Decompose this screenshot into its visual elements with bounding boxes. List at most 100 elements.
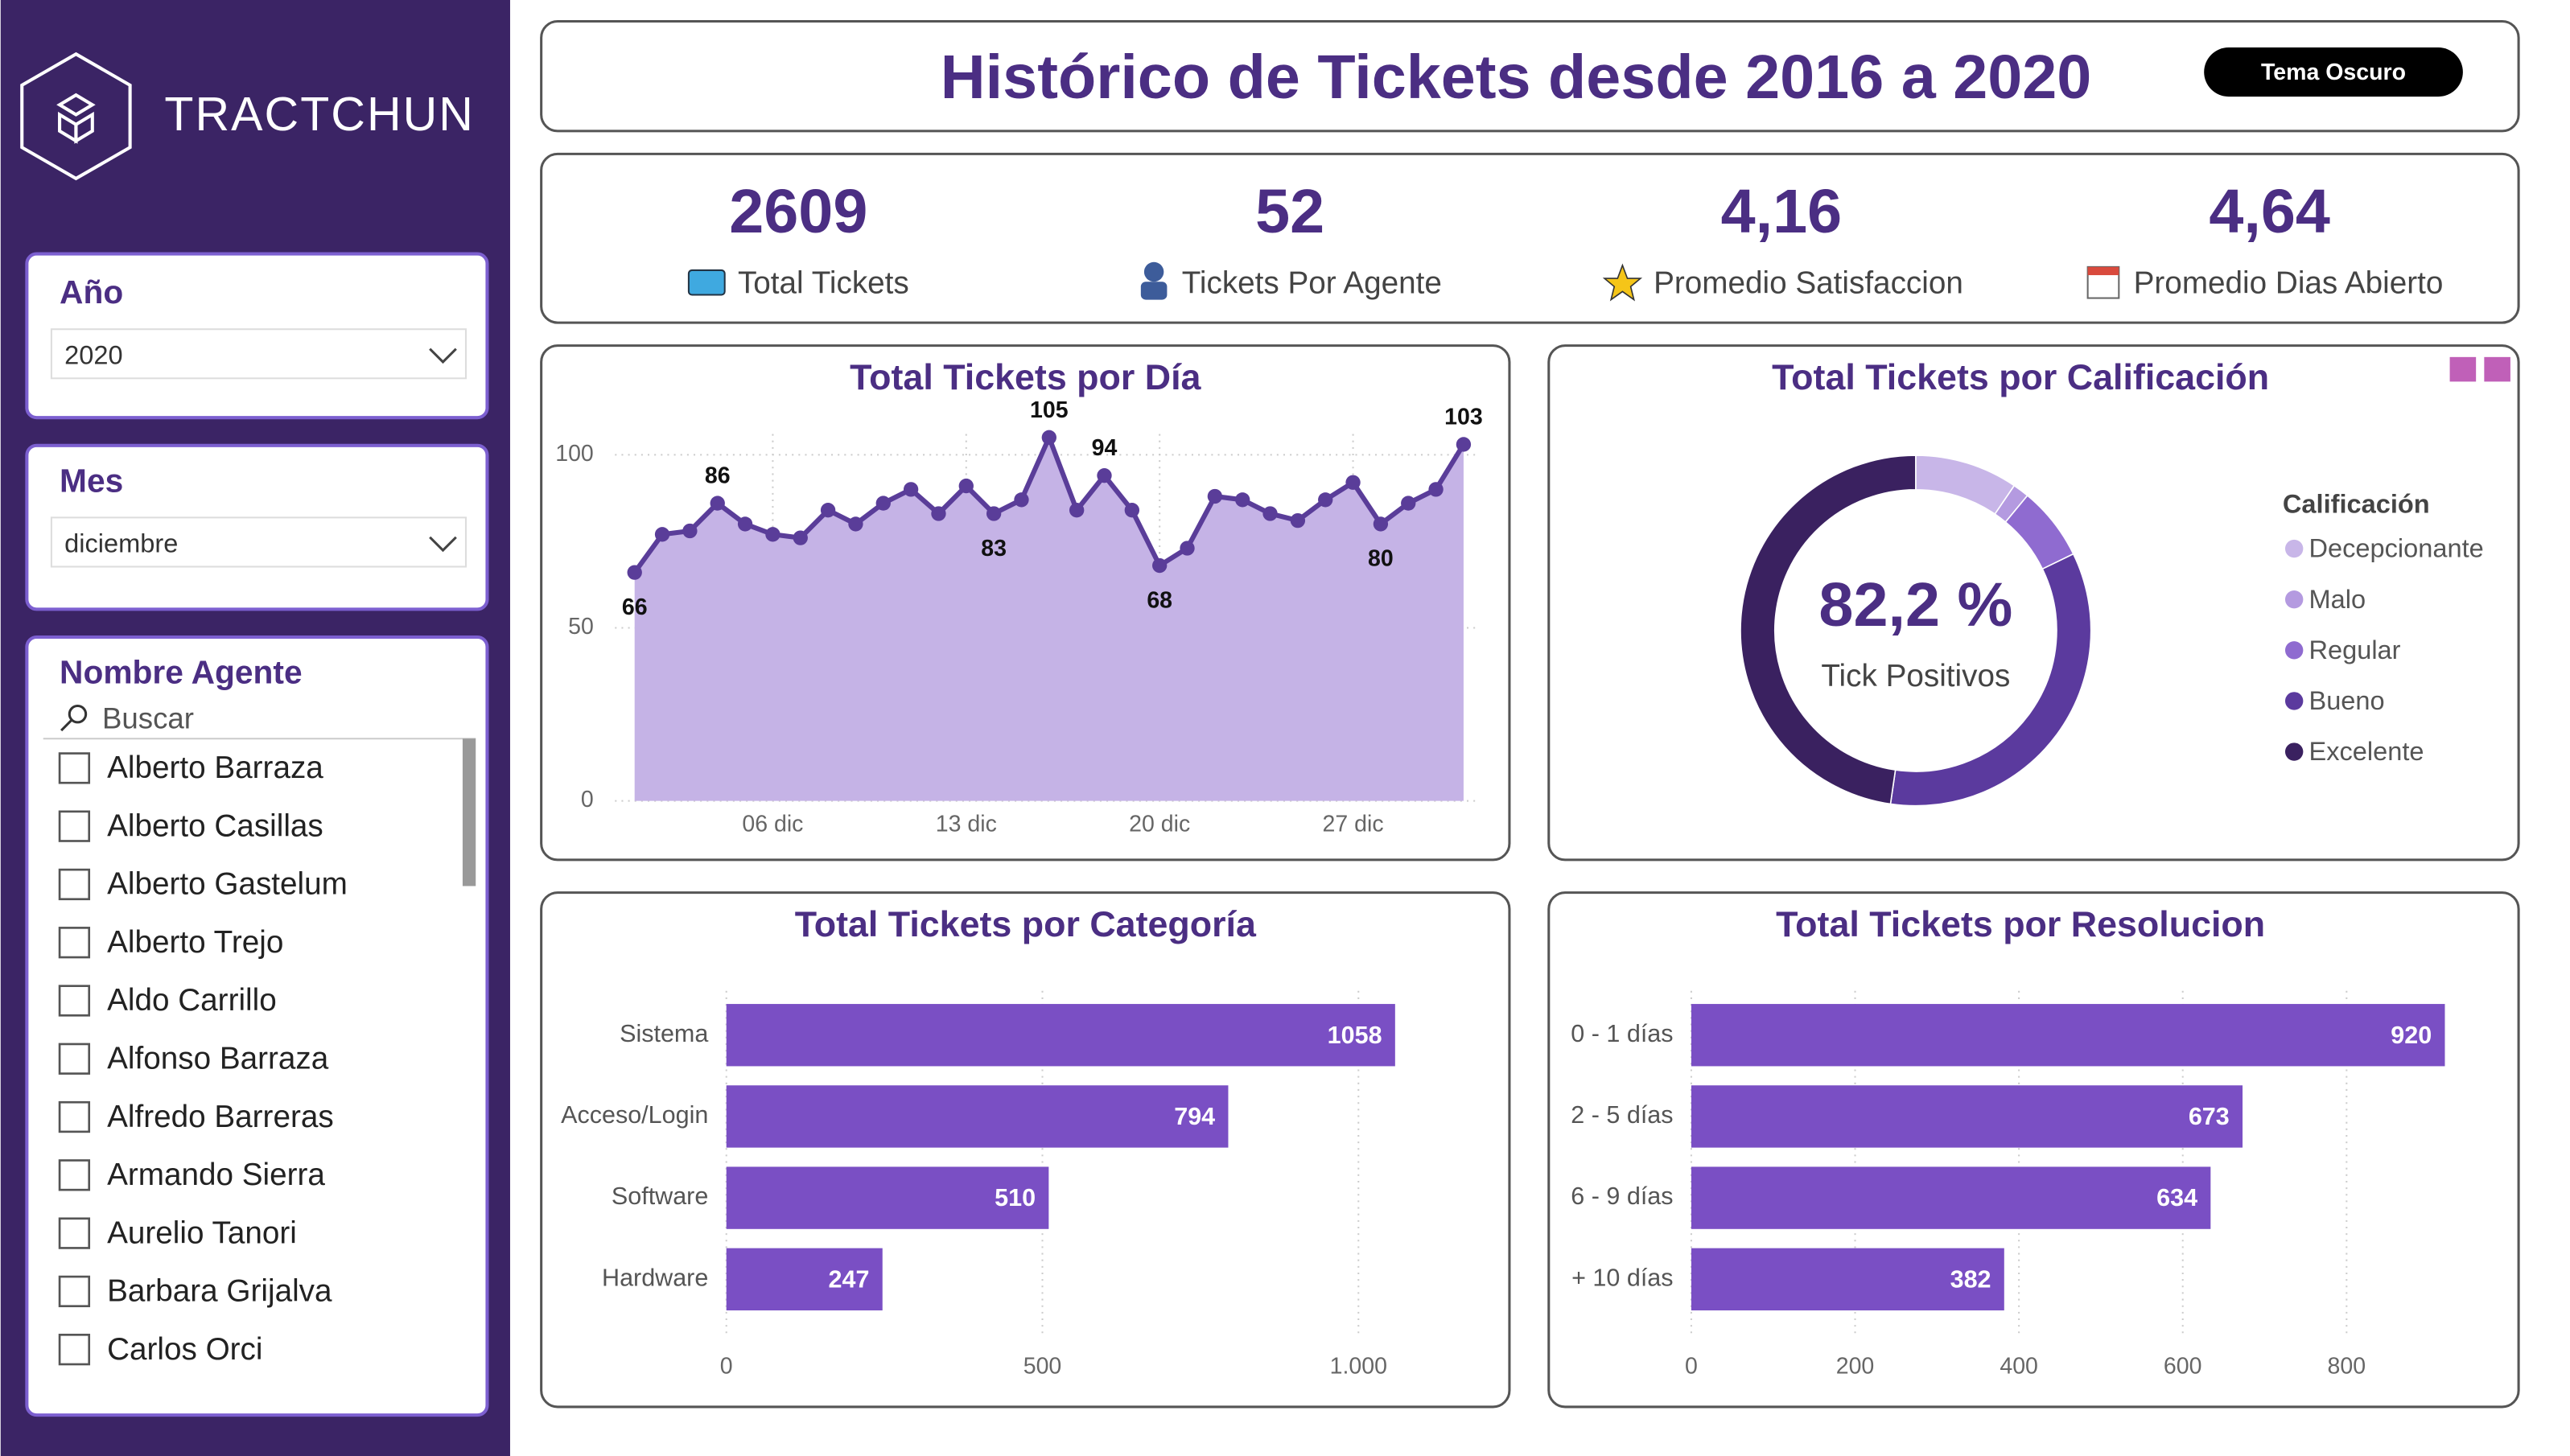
center-label: Tick Positivos (1821, 659, 2010, 693)
kpi-icon (687, 269, 726, 296)
point (1318, 492, 1333, 508)
search-box[interactable]: Buscar (102, 702, 194, 735)
checkbox[interactable] (58, 868, 91, 901)
legend-swatch[interactable] (2284, 590, 2304, 609)
data-label: 920 (2391, 1022, 2432, 1049)
legend-label[interactable]: Bueno (2308, 686, 2384, 715)
chart-panel (1547, 344, 2520, 862)
y-tick-label: 0 - 1 días (1571, 1020, 1673, 1047)
x-tick-label: 0 (720, 1354, 733, 1380)
y-tick-label: + 10 días (1571, 1264, 1673, 1291)
agent-name[interactable]: Alfredo Barreras (107, 1100, 334, 1134)
data-label: 94 (1092, 435, 1118, 461)
x-tick-label: 600 (2164, 1354, 2202, 1380)
legend-label[interactable]: Malo (2308, 585, 2366, 614)
y-tick-label: 0 (581, 787, 594, 812)
y-tick-label: 2 - 5 días (1571, 1101, 1673, 1129)
checkbox[interactable] (58, 752, 91, 784)
y-tick-label: 100 (555, 441, 594, 467)
checkbox[interactable] (58, 1100, 91, 1133)
header-box (540, 19, 2520, 133)
agent-name[interactable]: Armando Sierra (107, 1158, 325, 1192)
data-label: 510 (995, 1184, 1036, 1211)
point (793, 530, 808, 545)
agent-name[interactable]: Aurelio Tanori (107, 1215, 297, 1250)
legend-label[interactable]: Excelente (2308, 737, 2424, 766)
checkbox[interactable] (58, 1217, 91, 1249)
checkbox[interactable] (58, 985, 91, 1017)
point (1097, 468, 1112, 483)
agent-name[interactable]: Carlos Orci (107, 1332, 262, 1367)
agent-name[interactable]: Alberto Barraza (107, 751, 323, 785)
checkbox[interactable] (58, 1275, 91, 1308)
point (820, 503, 836, 518)
kpi-label: Tickets Por Agente (1182, 265, 1442, 300)
data-label: 83 (981, 536, 1007, 561)
kpi-value: 4,64 (2209, 177, 2330, 246)
checkbox[interactable] (58, 927, 91, 959)
point (1069, 503, 1085, 518)
y-tick-label: Software (612, 1182, 708, 1210)
checkbox[interactable] (58, 810, 91, 842)
point (1124, 503, 1139, 518)
point (848, 516, 863, 532)
center-value: 82,2 % (1818, 570, 2012, 640)
x-tick-label: 1.000 (1330, 1354, 1387, 1380)
point (1456, 437, 1472, 452)
legend-label[interactable]: Decepcionante (2308, 534, 2483, 563)
dropdown[interactable] (50, 516, 467, 568)
legend-title: Calificación (2283, 490, 2430, 519)
dropdown-value[interactable]: diciembre (64, 529, 178, 558)
kpi-icon (1602, 263, 1643, 302)
data-label: 794 (1174, 1103, 1215, 1130)
agent-name[interactable]: Alfonso Barraza (107, 1042, 329, 1076)
bar (726, 1004, 1395, 1067)
scrollbar[interactable] (462, 738, 476, 886)
legend-toggle[interactable] (2449, 356, 2510, 382)
point (737, 516, 753, 532)
x-tick-label: 20 dic (1129, 812, 1190, 837)
chevron[interactable] (429, 348, 457, 364)
x-tick-label: 06 dic (742, 812, 803, 837)
x-tick-label: 27 dic (1323, 812, 1384, 837)
page-title: Histórico de Tickets desde 2016 a 2020 (941, 43, 2092, 112)
bar (1691, 1085, 2243, 1148)
y-tick-label: Hardware (602, 1264, 708, 1291)
legend-swatch[interactable] (2284, 742, 2304, 761)
chevron[interactable] (429, 536, 457, 553)
point (1262, 506, 1278, 521)
theme-button[interactable] (2204, 47, 2463, 97)
point (1290, 512, 1306, 529)
chart-title: Total Tickets por Resolucion (1776, 904, 2265, 944)
checkbox[interactable] (58, 1334, 91, 1366)
dropdown[interactable] (50, 328, 467, 380)
y-tick-label: 6 - 9 días (1571, 1182, 1673, 1210)
checkbox[interactable] (58, 1159, 91, 1191)
point (875, 496, 891, 511)
point (903, 482, 919, 497)
x-tick-label: 0 (1685, 1354, 1698, 1380)
bar (726, 1166, 1049, 1229)
legend-swatch[interactable] (2284, 539, 2304, 558)
point (1180, 541, 1195, 556)
checkbox[interactable] (58, 1043, 91, 1075)
dropdown-value[interactable]: 2020 (64, 340, 122, 369)
data-label: 634 (2156, 1184, 2197, 1211)
data-label: 80 (1368, 546, 1394, 572)
agent-name[interactable]: Alberto Trejo (107, 925, 283, 960)
theme-button-label[interactable]: Tema Oscuro (2261, 60, 2406, 85)
legend-label[interactable]: Regular (2308, 635, 2400, 664)
area (634, 437, 1464, 801)
agent-name[interactable]: Barbara Grijalva (107, 1274, 332, 1309)
point (654, 527, 670, 542)
legend-swatch[interactable] (2284, 641, 2304, 660)
data-label: 1058 (1328, 1022, 1382, 1049)
data-label: 68 (1147, 587, 1172, 613)
legend-swatch[interactable] (2284, 692, 2304, 710)
point (1014, 492, 1029, 508)
agent-name[interactable]: Aldo Carrillo (107, 983, 277, 1018)
agent-name[interactable]: Alberto Gastelum (107, 867, 348, 902)
agent-name[interactable]: Alberto Casillas (107, 808, 323, 843)
slicer-label: Mes (60, 462, 123, 499)
point (1401, 496, 1416, 511)
